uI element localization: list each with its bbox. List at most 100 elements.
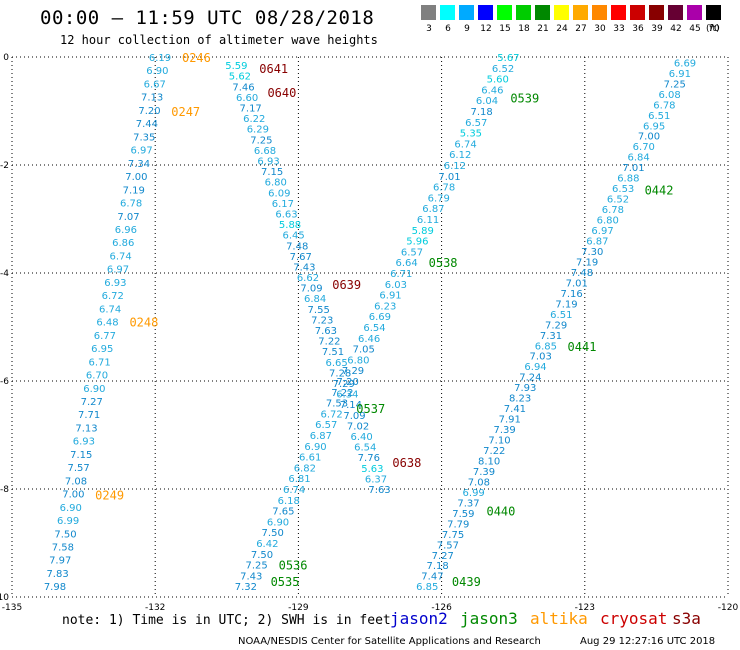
- satellite-legend-altika: altika: [530, 609, 588, 628]
- wave-height-point: 6.80: [597, 216, 619, 227]
- pass-time-label: 0641: [259, 62, 288, 76]
- colorbar-swatch-3: [421, 5, 436, 20]
- pass-time-label: 0537: [356, 402, 385, 416]
- wave-height-point: 7.09: [343, 411, 365, 422]
- wave-height-point: 7.57: [437, 540, 459, 551]
- wave-height-point: 7.91: [499, 415, 521, 426]
- wave-height-point: 6.74: [454, 139, 476, 150]
- wave-height-point: 6.97: [591, 226, 613, 237]
- colorbar-label-36: 36: [632, 24, 644, 34]
- chart-subtitle: 12 hour collection of altimeter wave hei…: [60, 33, 378, 47]
- wave-height-point: 6.87: [422, 204, 444, 215]
- colorbar-label-9: 9: [464, 24, 470, 34]
- colorbar-swatch-6: [440, 5, 455, 20]
- colorbar-label-15: 15: [499, 24, 511, 34]
- colorbar-swatch-33: [611, 5, 626, 20]
- wave-height-point: 6.91: [669, 69, 691, 80]
- wave-height-point: 6.78: [433, 183, 455, 194]
- wave-height-point: 6.57: [465, 118, 487, 129]
- wave-height-point: 6.93: [257, 156, 279, 167]
- footer-note: note: 1) Time is in UTC; 2) SWH is in fe…: [62, 613, 391, 628]
- wave-height-point: 6.82: [294, 463, 316, 474]
- wave-height-point: 6.71: [390, 269, 412, 280]
- colorbar-swatch-9: [459, 5, 474, 20]
- wave-height-point: 7.25: [250, 135, 272, 146]
- wave-height-point: 8.23: [509, 394, 531, 405]
- wave-height-point: 6.84: [628, 153, 650, 164]
- wave-height-point: 7.83: [46, 569, 68, 580]
- wave-height-point: 7.63: [315, 326, 337, 337]
- pass-time-label: 0538: [429, 256, 458, 270]
- wave-height-point: 6.54: [354, 443, 376, 454]
- wave-height-point: 6.71: [88, 357, 110, 368]
- colorbar-swatch-15: [497, 5, 512, 20]
- wave-height-point: 6.03: [385, 280, 407, 291]
- y-tick-label: -8: [0, 485, 9, 495]
- wave-height-point: 6.19: [149, 53, 171, 64]
- wave-height-point: 6.70: [86, 371, 108, 382]
- wave-height-point: 6.96: [115, 225, 137, 236]
- colorbar-label-27: 27: [575, 24, 587, 34]
- wave-height-point: 6.77: [94, 331, 116, 342]
- colorbar-swatch-36: [630, 5, 645, 20]
- y-tick-label: -2: [0, 161, 9, 171]
- wave-height-point: 7.58: [52, 543, 74, 554]
- x-tick-label: -132: [145, 603, 165, 613]
- wave-height-point: 6.93: [73, 437, 95, 448]
- y-tick-label: -4: [0, 269, 9, 279]
- pass-time-label: 0248: [129, 316, 158, 330]
- wave-height-point: 6.99: [463, 488, 485, 499]
- colorbar-swatch-30: [592, 5, 607, 20]
- wave-height-point: 7.50: [54, 529, 76, 540]
- wave-height-point: 7.29: [545, 320, 567, 331]
- wave-height-point: 7.20: [138, 106, 160, 117]
- satellite-legend-jason2: jason2: [390, 609, 448, 628]
- wave-height-point: 7.23: [311, 315, 333, 326]
- wave-height-point: 6.57: [315, 420, 337, 431]
- wave-height-point: 6.68: [254, 146, 276, 157]
- pass-time-label: 0439: [452, 575, 481, 589]
- wave-height-point: 6.97: [130, 146, 152, 157]
- wave-height-point: 7.97: [49, 556, 71, 567]
- wave-height-point: 7.01: [438, 172, 460, 183]
- wave-height-point: 6.87: [310, 431, 332, 442]
- wave-height-point: 7.30: [581, 247, 603, 258]
- wave-height-point: 6.78: [653, 100, 675, 111]
- wave-height-point: 7.15: [70, 450, 92, 461]
- wave-height-point: 6.94: [524, 362, 546, 373]
- pass-time-label: 0249: [95, 488, 124, 502]
- wave-height-point: 7.27: [81, 397, 103, 408]
- wave-height-point: 6.69: [369, 312, 391, 323]
- colorbar-swatch-12: [478, 5, 493, 20]
- wave-height-point: 7.31: [540, 331, 562, 342]
- wave-height-point: 6.45: [282, 231, 304, 242]
- wave-height-point: 6.65: [325, 358, 347, 369]
- wave-height-point: 7.93: [514, 383, 536, 394]
- wave-height-point: 6.42: [256, 539, 278, 550]
- wave-height-point: 7.47: [421, 572, 443, 583]
- wave-height-point: 8.10: [478, 456, 500, 467]
- wave-height-point: 6.53: [612, 184, 634, 195]
- wave-height-point: 6.72: [102, 291, 124, 302]
- wave-height-point: 6.12: [449, 150, 471, 161]
- wave-height-point: 6.46: [481, 85, 503, 96]
- wave-height-point: 6.91: [379, 291, 401, 302]
- colorbar-label-30: 30: [594, 24, 606, 34]
- colorbar-swatch-27: [573, 5, 588, 20]
- wave-height-point: 6.37: [365, 474, 387, 485]
- wave-height-point: 7.27: [432, 551, 454, 562]
- wave-height-point: 6.69: [674, 58, 696, 69]
- wave-height-point: 6.87: [586, 236, 608, 247]
- wave-height-point: 7.46: [232, 82, 254, 93]
- wave-height-point: 7.03: [530, 352, 552, 363]
- colorbar-label-24: 24: [556, 24, 568, 34]
- wave-height-point: 6.74: [283, 485, 305, 496]
- pass-time-label: 0441: [568, 340, 597, 354]
- wave-height-point: 6.90: [146, 66, 168, 77]
- wave-height-point: 7.18: [426, 561, 448, 572]
- wave-height-point: 6.04: [476, 96, 498, 107]
- wave-height-point: 6.90: [304, 442, 326, 453]
- wave-height-point: 5.62: [229, 72, 251, 83]
- wave-height-point: 7.19: [576, 257, 598, 268]
- wave-height-point: 7.50: [251, 550, 273, 561]
